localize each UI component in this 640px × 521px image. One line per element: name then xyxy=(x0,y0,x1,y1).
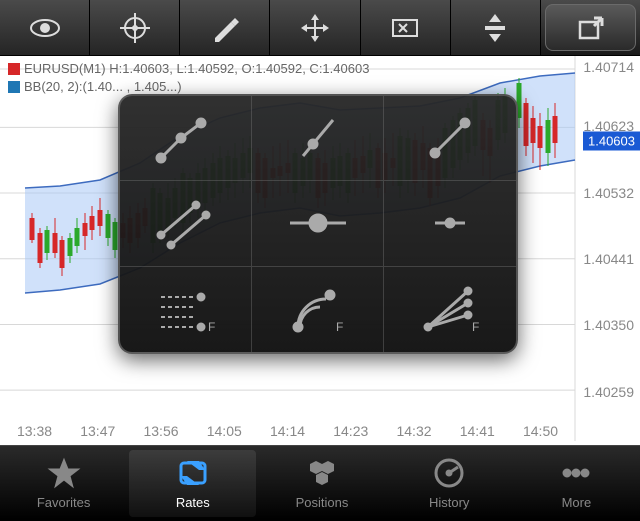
tool-fib-fan[interactable]: F xyxy=(384,267,516,352)
tool-horizontal-small[interactable] xyxy=(384,181,516,266)
tab-label: Positions xyxy=(296,495,349,510)
cycle-icon xyxy=(175,457,211,492)
tab-favorites[interactable]: Favorites xyxy=(0,446,127,521)
hex-icon xyxy=(304,457,340,492)
draw-button[interactable] xyxy=(180,0,270,55)
chart-legend: EURUSD(M1) H:1.40603, L:1.40592, O:1.405… xyxy=(8,60,369,96)
tab-label: Favorites xyxy=(37,495,90,510)
symbol-marker xyxy=(8,63,20,75)
crosshair-button[interactable] xyxy=(90,0,180,55)
x-axis-label: 14:41 xyxy=(460,423,495,439)
tool-trendline[interactable] xyxy=(252,96,384,181)
y-axis-label: 1.40532 xyxy=(583,185,634,201)
share-button[interactable] xyxy=(545,4,636,51)
vresize-button[interactable] xyxy=(451,0,541,55)
view-button[interactable] xyxy=(0,0,90,55)
y-axis-label: 1.40441 xyxy=(583,251,634,267)
x-axis-label: 14:50 xyxy=(523,423,558,439)
x-axis-label: 14:23 xyxy=(333,423,368,439)
y-axis: 1.407141.406231.405321.404411.403501.402… xyxy=(575,56,640,425)
tool-diagonal[interactable] xyxy=(384,96,516,181)
move-button[interactable] xyxy=(270,0,360,55)
tool-horizontal-big[interactable] xyxy=(252,181,384,266)
star-icon xyxy=(46,457,82,492)
tab-history[interactable]: History xyxy=(386,446,513,521)
symbol-legend-text: EURUSD(M1) H:1.40603, L:1.40592, O:1.405… xyxy=(24,60,369,78)
x-axis-label: 14:05 xyxy=(207,423,242,439)
tool-channel[interactable] xyxy=(120,181,252,266)
x-axis-label: 13:38 xyxy=(17,423,52,439)
dots-icon xyxy=(558,457,594,492)
y-axis-label: 1.40259 xyxy=(583,384,634,400)
y-axis-label: 1.40714 xyxy=(583,59,634,75)
x-axis-label: 13:56 xyxy=(143,423,178,439)
x-axis-label: 14:14 xyxy=(270,423,305,439)
tab-more[interactable]: More xyxy=(513,446,640,521)
tool-fib-horizontal[interactable]: F xyxy=(120,267,252,352)
svg-text:F: F xyxy=(472,320,479,334)
svg-text:F: F xyxy=(336,320,343,334)
tab-positions[interactable]: Positions xyxy=(258,446,385,521)
gauge-icon xyxy=(431,457,467,492)
tab-label: Rates xyxy=(176,495,210,510)
current-price-badge: 1.40603 xyxy=(583,131,640,150)
x-axis-label: 13:47 xyxy=(80,423,115,439)
tab-rates[interactable]: Rates xyxy=(129,450,256,517)
tab-label: History xyxy=(429,495,469,510)
tool-fib-arc[interactable]: F xyxy=(252,267,384,352)
drawing-tools-popup: F F F xyxy=(118,94,518,354)
top-toolbar xyxy=(0,0,640,56)
y-axis-label: 1.40350 xyxy=(583,317,634,333)
tab-label: More xyxy=(562,495,592,510)
x-axis-label: 14:32 xyxy=(396,423,431,439)
delete-button[interactable] xyxy=(361,0,451,55)
svg-text:F: F xyxy=(208,320,215,334)
x-axis: 13:38 13:47 13:56 14:05 14:14 14:23 14:32 14:41… xyxy=(0,423,575,445)
indicator-marker xyxy=(8,81,20,93)
tab-bar: Favorites Rates Positions History More xyxy=(0,445,640,521)
tool-trendline-chain[interactable] xyxy=(120,96,252,181)
